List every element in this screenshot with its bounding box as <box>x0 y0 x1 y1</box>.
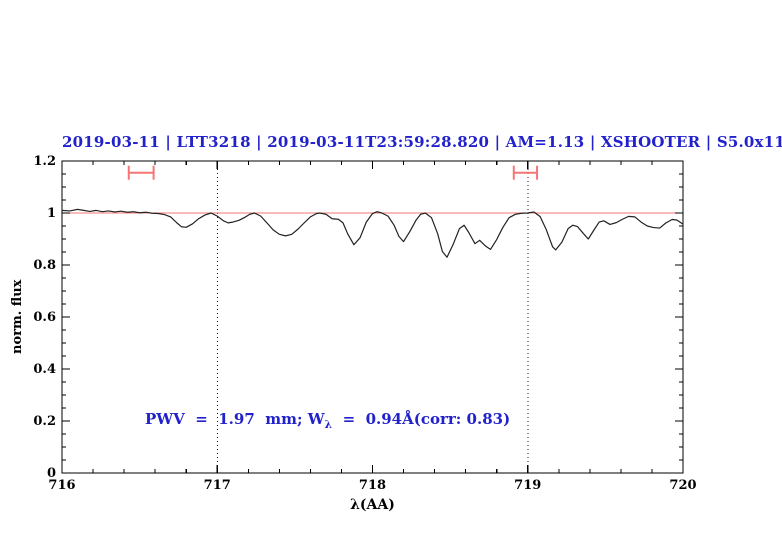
y-tick-label-1: 1 <box>47 206 56 221</box>
lambda-subscript: λ <box>324 418 333 431</box>
x-tick-label-718: 718 <box>359 478 386 493</box>
x-tick-label-719: 719 <box>514 478 541 493</box>
pwv-annotation-text: PWV = 1.97 mm; W <box>145 410 325 428</box>
x-tick-label-716: 716 <box>48 478 75 493</box>
spectrum-line <box>61 208 684 258</box>
y-tick-label-0.8: 0.8 <box>33 258 56 273</box>
y-tick-label-0.2: 0.2 <box>33 414 56 429</box>
plot-title: 2019-03-11 | LTT3218 | 2019-03-11T23:59:… <box>62 133 782 151</box>
y-tick-label-0.6: 0.6 <box>33 310 56 325</box>
x-tick-label-720: 720 <box>669 478 696 493</box>
x-axis-label: λ(AA) <box>350 497 395 513</box>
y-tick-label-1.2: 1.2 <box>33 154 56 169</box>
pwv-annotation-suffix: = 0.94Å(corr: 0.83) <box>332 410 511 428</box>
x-tick-label-717: 717 <box>204 478 231 493</box>
y-tick-label-0: 0 <box>47 466 56 481</box>
y-tick-label-0.4: 0.4 <box>33 362 56 377</box>
pwv-annotation: PWV = 1.97 mm; Wλ = 0.94Å(corr: 0.83) <box>145 410 510 431</box>
